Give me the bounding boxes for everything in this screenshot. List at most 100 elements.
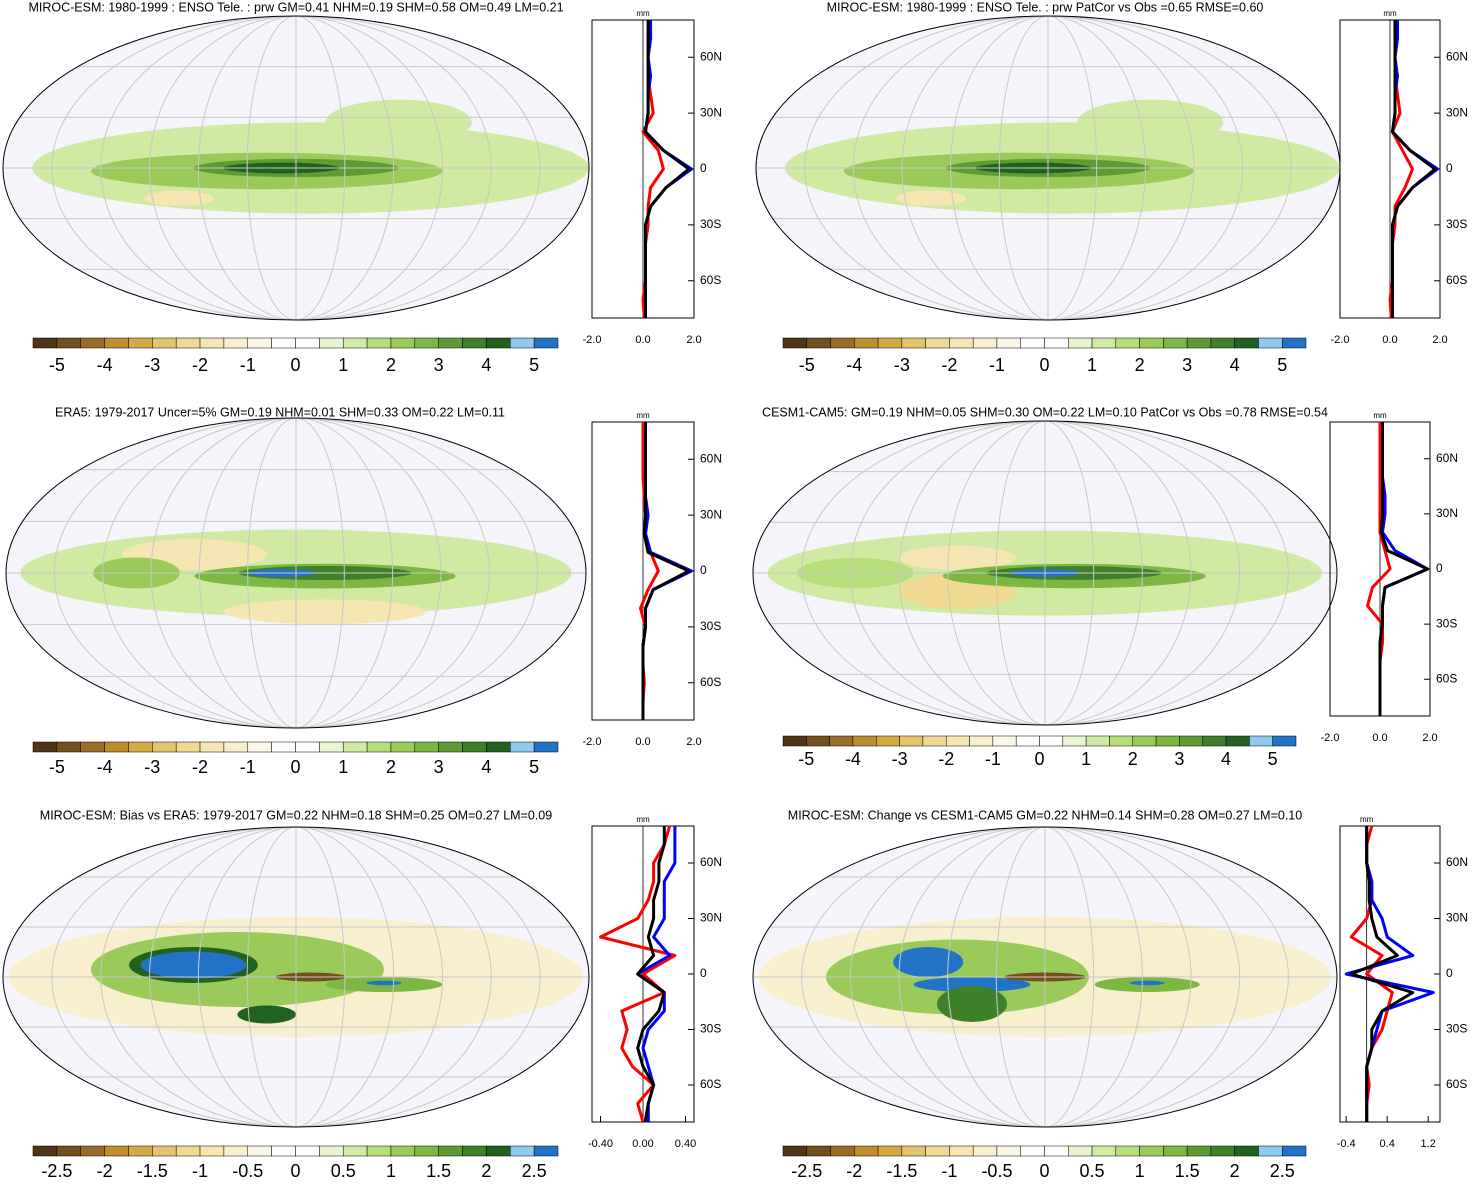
colorbar-label: -3 bbox=[144, 355, 160, 375]
profile-line bbox=[1378, 422, 1429, 716]
profile-line bbox=[1344, 826, 1435, 1122]
colorbar-box bbox=[342, 741, 368, 753]
colorbar-box bbox=[1179, 735, 1203, 747]
map-field bbox=[756, 16, 1340, 320]
profile-line bbox=[1378, 422, 1429, 716]
colorbar-box bbox=[152, 1145, 177, 1157]
unit-label: mm bbox=[636, 815, 650, 824]
colorbar-box bbox=[1139, 337, 1164, 349]
colorbar-label: -2.5 bbox=[791, 1161, 822, 1179]
y-tick-label: 30S bbox=[1446, 217, 1467, 231]
colorbar-label: 1 bbox=[1135, 1161, 1145, 1179]
colorbar-label: -2 bbox=[938, 749, 954, 769]
colorbar-box bbox=[901, 337, 926, 349]
colorbar-label: 4 bbox=[1230, 355, 1240, 375]
colorbar-box bbox=[782, 1145, 808, 1157]
colorbar-box bbox=[877, 1145, 903, 1157]
colorbar-box bbox=[175, 337, 201, 349]
colorbar-box bbox=[1132, 735, 1157, 747]
colorbar-label: -1 bbox=[240, 757, 256, 777]
y-tick-label: 60S bbox=[1436, 671, 1457, 685]
colorbar-box bbox=[199, 337, 225, 349]
colorbar-box bbox=[104, 741, 129, 753]
colorbar-label: 0 bbox=[290, 757, 300, 777]
colorbar-box bbox=[1225, 735, 1250, 747]
colorbar-label: 3 bbox=[1182, 355, 1192, 375]
x-tick-label: -0.4 bbox=[1337, 1138, 1356, 1150]
colorbar-box bbox=[1210, 337, 1235, 349]
colorbar-box bbox=[486, 741, 511, 753]
colorbar-box bbox=[390, 741, 416, 753]
colorbar-label: -4 bbox=[97, 757, 113, 777]
x-tick-label: 0.40 bbox=[675, 1138, 696, 1150]
colorbar-box bbox=[152, 337, 177, 349]
colorbar-box bbox=[486, 1145, 511, 1157]
colorbar-box bbox=[247, 741, 272, 753]
colorbar-label: -1 bbox=[989, 355, 1005, 375]
colorbar-box bbox=[1115, 337, 1140, 349]
colorbar-box bbox=[877, 337, 903, 349]
x-tick-label: 0.0 bbox=[635, 334, 650, 346]
colorbar-box bbox=[223, 337, 249, 349]
colorbar-label: 4 bbox=[481, 355, 491, 375]
colorbar-box bbox=[1015, 735, 1040, 747]
profile-line bbox=[1349, 826, 1415, 1122]
profile-line bbox=[644, 20, 691, 318]
colorbar-box bbox=[1044, 337, 1069, 349]
profile-line bbox=[1349, 825, 1394, 1122]
colorbar-label: -1.5 bbox=[886, 1161, 917, 1179]
y-tick-label: 0 bbox=[1436, 561, 1443, 575]
colorbar-label: 2 bbox=[481, 1161, 491, 1179]
y-tick-label: 30S bbox=[1436, 616, 1457, 630]
colorbar-box bbox=[925, 1145, 950, 1157]
colorbar-label: 2 bbox=[1135, 355, 1145, 375]
panel: MIROC-ESM: Bias vs ERA5: 1979-2017 GM=0.… bbox=[2, 808, 722, 1181]
colorbar-box bbox=[223, 1145, 249, 1157]
colorbar-label: -3 bbox=[894, 355, 910, 375]
x-tick-label: 1.2 bbox=[1421, 1138, 1436, 1150]
field-blob bbox=[143, 190, 214, 206]
colorbar-label: -3 bbox=[892, 749, 908, 769]
panel: MIROC-ESM: 1980-1999 : ENSO Tele. : prw … bbox=[755, 0, 1468, 375]
colorbar-label: -4 bbox=[846, 355, 862, 375]
colorbar-box bbox=[247, 337, 272, 349]
y-tick-label: 60S bbox=[700, 273, 721, 287]
colorbar-box bbox=[1210, 1145, 1235, 1157]
x-tick-label: 0.0 bbox=[635, 736, 650, 748]
colorbar-label: 2 bbox=[1128, 749, 1138, 769]
colorbar-box bbox=[80, 1145, 105, 1157]
colorbar-box bbox=[56, 741, 81, 753]
colorbar-box bbox=[1258, 337, 1283, 349]
colorbar-box bbox=[510, 337, 535, 349]
y-tick-label: 0 bbox=[700, 563, 707, 577]
colorbar-label: 0.5 bbox=[331, 1161, 356, 1179]
colorbar-box bbox=[901, 1145, 926, 1157]
x-tick-label: 0.4 bbox=[1380, 1138, 1395, 1150]
colorbar-box bbox=[949, 1145, 974, 1157]
colorbar-label: -5 bbox=[798, 749, 814, 769]
colorbar-box bbox=[342, 1145, 368, 1157]
colorbar-box bbox=[438, 741, 463, 753]
field-blob bbox=[237, 1005, 296, 1024]
y-tick-label: 60N bbox=[700, 49, 722, 63]
colorbar-box bbox=[992, 735, 1017, 747]
colorbar-box bbox=[462, 337, 487, 349]
colorbar-box bbox=[104, 1145, 129, 1157]
panel: MIROC-ESM: 1980-1999 : ENSO Tele. : prw … bbox=[2, 0, 722, 375]
colorbar-label: -2.5 bbox=[41, 1161, 72, 1179]
colorbar-box bbox=[945, 735, 970, 747]
colorbar-box bbox=[128, 337, 153, 349]
colorbar-label: -4 bbox=[845, 749, 861, 769]
colorbar-box bbox=[462, 741, 487, 753]
colorbar-label: 0 bbox=[1039, 1161, 1049, 1179]
colorbar-box bbox=[1068, 337, 1093, 349]
colorbar-label: -1 bbox=[985, 749, 1001, 769]
y-tick-label: 30N bbox=[700, 911, 722, 925]
colorbar-box bbox=[128, 1145, 153, 1157]
field-blob bbox=[366, 980, 402, 986]
colorbar-label: -4 bbox=[97, 355, 113, 375]
colorbar-box bbox=[852, 735, 877, 747]
colorbar-label: 2 bbox=[1230, 1161, 1240, 1179]
